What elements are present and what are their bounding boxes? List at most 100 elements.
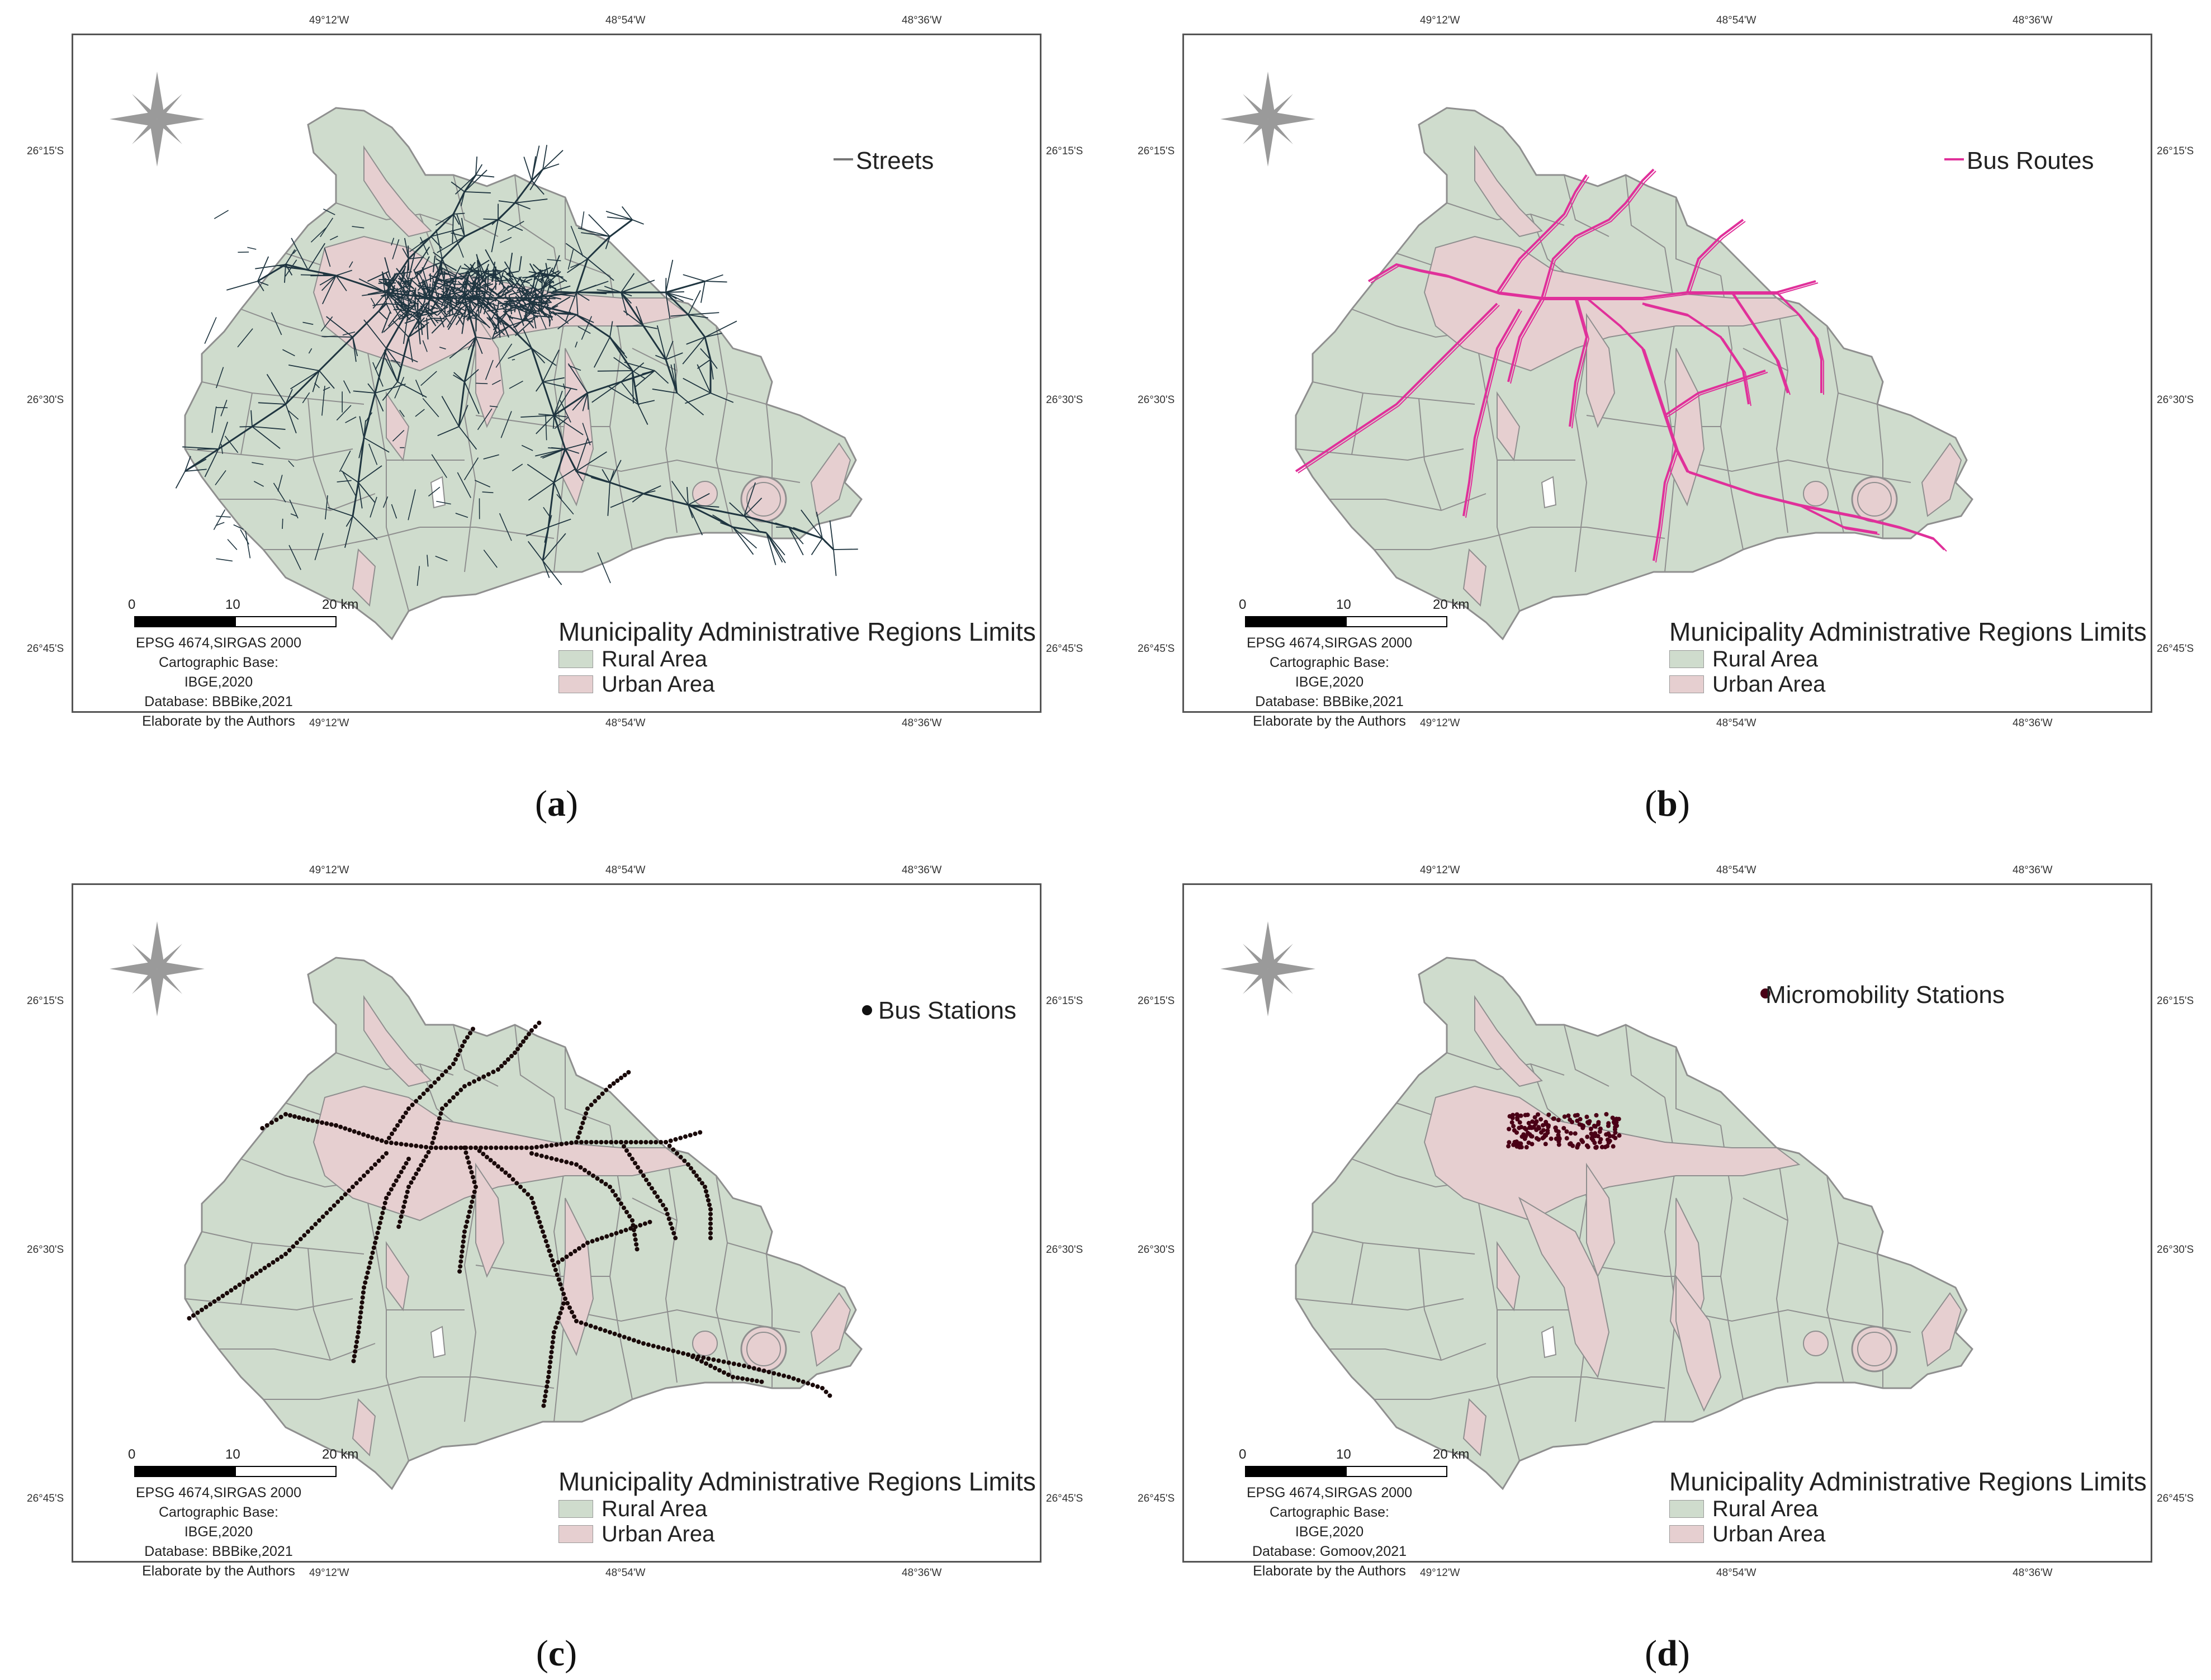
bus-station-dot <box>595 1176 600 1181</box>
scale-label-0: 0 <box>1239 597 1247 612</box>
bus-station-dot <box>636 1165 640 1170</box>
bus-route <box>1544 171 1656 300</box>
bus-station-dot <box>614 1231 619 1236</box>
bus-station-dot <box>627 1336 632 1341</box>
street-segment <box>405 281 415 290</box>
municipality-outline <box>1295 107 1973 641</box>
bus-station-dot <box>513 1050 517 1055</box>
urban-area <box>363 995 432 1087</box>
street-segment <box>252 426 286 430</box>
bus-station-dot <box>630 1157 635 1161</box>
bus-station-dot <box>706 1198 711 1203</box>
bus-route <box>1653 448 1677 561</box>
latitude-label-right: 26°45'S <box>1046 1493 1083 1504</box>
street-segment <box>491 380 501 385</box>
bus-station-dot <box>288 1113 292 1118</box>
bus-station-dot <box>432 1080 437 1085</box>
street-segment <box>432 255 436 273</box>
metadata-cartographic-base: Cartographic Base: IBGE,2020 <box>158 1504 278 1540</box>
micromobility-station-dot <box>1507 1127 1512 1132</box>
bus-station-dot <box>726 1360 731 1365</box>
street-segment <box>290 513 298 517</box>
street-segment <box>418 273 432 299</box>
scale-label-0: 0 <box>128 1447 136 1462</box>
bus-station-dot <box>589 1102 594 1108</box>
street-segment <box>801 509 823 539</box>
street-segment <box>319 370 335 389</box>
street-segment <box>498 316 510 326</box>
bus-station-dot <box>569 1252 573 1256</box>
bus-station-dot <box>447 1065 452 1070</box>
bus-station-dot <box>353 1349 358 1354</box>
street-segment <box>685 392 711 404</box>
street-segment <box>430 318 445 320</box>
street-segment <box>704 320 737 338</box>
street-segment <box>320 316 333 332</box>
bus-station-dot <box>695 1357 699 1361</box>
bus-station-dot <box>708 1217 713 1222</box>
bus-station-dot <box>399 1170 404 1175</box>
street-segment <box>665 340 674 360</box>
street-segment <box>383 309 409 333</box>
region-boundary <box>565 459 801 483</box>
street-segment <box>556 494 574 515</box>
micromobility-station-dot <box>1562 1114 1567 1119</box>
street-segment <box>683 274 706 282</box>
street-segment <box>591 477 608 483</box>
micromobility-station-dot <box>1514 1130 1519 1135</box>
micromobility-station-dot <box>1556 1142 1561 1147</box>
street-segment <box>528 482 555 501</box>
street-segment <box>643 325 657 329</box>
street-segment <box>414 297 432 300</box>
street-segment <box>493 325 510 339</box>
street-segment <box>384 349 398 382</box>
bus-station-dot <box>560 1286 565 1291</box>
bus-station-dot <box>438 1111 443 1116</box>
street-segment <box>218 422 229 449</box>
bus-station-dot <box>675 1151 679 1156</box>
street-segment <box>545 307 557 316</box>
street-segment <box>604 286 622 293</box>
latitude-label-right: 26°45'S <box>2157 1493 2194 1504</box>
bus-station-dot <box>208 1302 212 1307</box>
bus-station-dot <box>397 1219 403 1224</box>
street-segment <box>475 337 483 354</box>
street-segment <box>577 326 591 334</box>
bus-station-dot <box>650 1186 654 1191</box>
street-segment <box>499 513 512 541</box>
bus-station-dot <box>585 1106 590 1111</box>
region-boundary <box>1857 1332 1892 1366</box>
longitude-label-bottom: 48°54'W <box>1716 717 1757 729</box>
street-segment <box>536 415 555 434</box>
bus-station-dot <box>547 1365 552 1370</box>
bus-station-dot <box>461 1239 466 1244</box>
street-segment <box>391 238 395 246</box>
bus-station-dot <box>453 1057 458 1062</box>
bus-station-dot <box>706 1356 711 1361</box>
micromobility-station-dot <box>1592 1123 1597 1128</box>
bus-station-dot <box>283 1252 288 1256</box>
bus-station-dot <box>575 1135 580 1140</box>
bus-station-dot <box>379 1138 384 1143</box>
street-segment <box>766 532 777 565</box>
urban-area <box>810 442 851 517</box>
bus-station-dot <box>477 1148 482 1153</box>
street-segment <box>358 482 376 503</box>
bus-station-dot <box>664 1207 668 1212</box>
bus-station-dot <box>580 1120 585 1125</box>
street-segment <box>215 470 226 486</box>
street-segment <box>453 214 460 225</box>
bus-station-dot <box>458 1146 463 1150</box>
bus-station-dot <box>745 1377 750 1382</box>
street-segment <box>531 280 549 304</box>
bus-station-dot <box>529 1028 534 1033</box>
bus-station-dot <box>390 1132 394 1136</box>
scale-label-20: 20 km <box>322 597 359 612</box>
street-segment <box>302 392 310 404</box>
metadata-cartographic-base: Cartographic Base: IBGE,2020 <box>1269 1504 1389 1540</box>
street-segment <box>387 310 401 327</box>
street-segment <box>362 292 387 296</box>
street-segment <box>560 400 571 423</box>
micromobility-station-dot <box>1517 1120 1522 1125</box>
latitude-label-right: 26°45'S <box>2157 643 2194 655</box>
